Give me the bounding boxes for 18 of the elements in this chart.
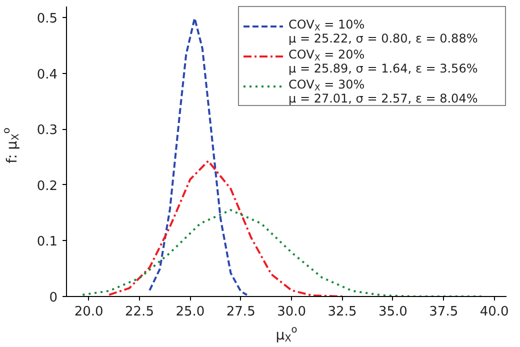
x-tick-label: 35.0 [378,304,408,320]
x-tick-label: 32.5 [328,304,357,320]
y-tick-label: 0.5 [36,12,58,27]
x-tick-label: 27.5 [226,304,256,320]
line-series [108,160,344,296]
x-tick-label: 22.5 [125,304,154,320]
y-axis-title: f: μXo [1,128,22,164]
x-tick-label: 30.0 [277,304,306,320]
line-series [148,17,248,296]
y-tick-label: 0.2 [36,178,58,194]
x-tick-label: 40.0 [480,304,509,320]
y-tick-label: 0.1 [36,234,58,250]
x-tick-label: 20.0 [74,304,104,320]
x-tick-label: 25.0 [176,304,205,320]
y-tick-label: 0.3 [36,123,58,138]
x-tick-label: 37.5 [429,304,458,320]
y-tick-label: 0 [49,290,58,306]
y-tick-label: 0.4 [36,67,58,82]
